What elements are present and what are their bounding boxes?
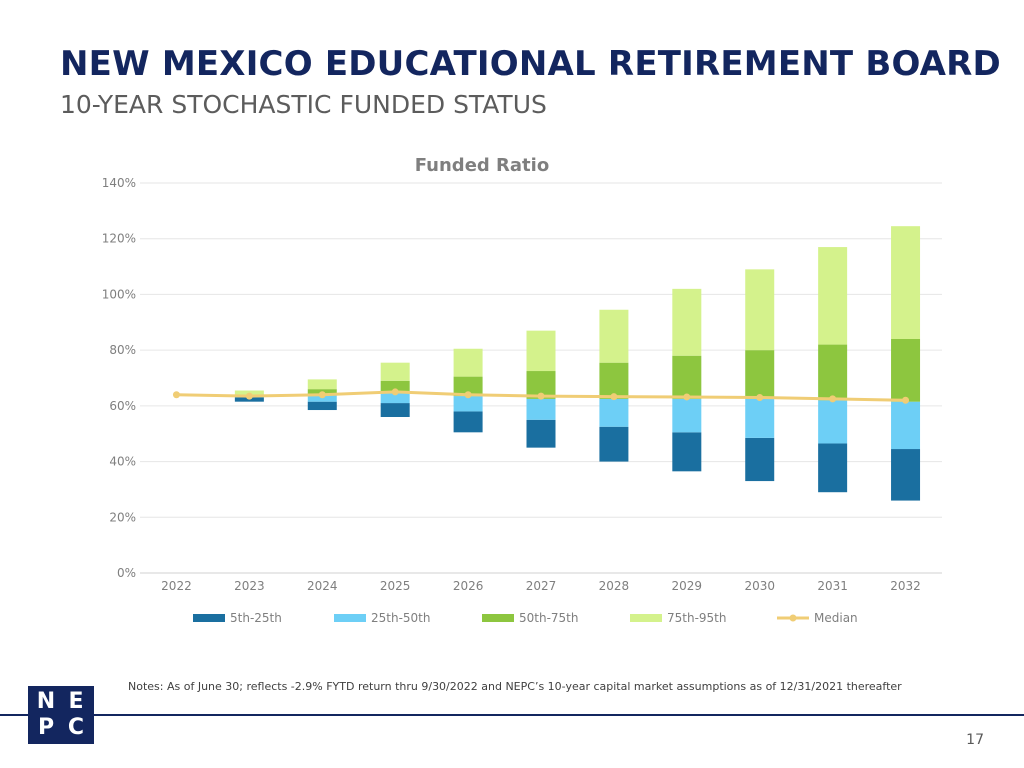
bar-segment (818, 400, 848, 444)
median-point (902, 396, 910, 404)
median-point (537, 392, 545, 400)
bar-segment (672, 355, 702, 399)
y-tick-label: 140% (102, 176, 136, 190)
bar-segment (599, 398, 629, 427)
bar-segment (818, 344, 848, 401)
bar-segment (599, 309, 629, 363)
bar-segment (672, 432, 702, 472)
bar-segment (745, 437, 775, 482)
bar-segment (745, 350, 775, 399)
bar-segment (526, 419, 556, 448)
bar-segment (453, 376, 483, 397)
y-tick-label: 120% (102, 232, 136, 246)
y-tick-label: 100% (102, 287, 136, 301)
median-point (756, 394, 764, 401)
y-tick-label: 20% (109, 510, 136, 524)
x-tick-label: 2028 (599, 579, 630, 593)
x-tick-label: 2030 (744, 579, 775, 593)
bar-segment (891, 339, 921, 402)
median-point (245, 392, 253, 400)
footnote: Notes: As of June 30; reflects -2.9% FYT… (128, 680, 902, 693)
bar-segment (891, 449, 921, 501)
legend-label: 75th-95th (667, 611, 727, 625)
bar-segment (818, 247, 848, 345)
bar-segment (745, 398, 775, 438)
footer-divider (0, 714, 1024, 716)
median-point (391, 388, 399, 396)
bar-segment (672, 288, 702, 356)
y-tick-label: 80% (109, 343, 136, 357)
x-tick-label: 2026 (453, 579, 484, 593)
logo-letter: P (37, 715, 55, 740)
bar-segment (453, 411, 483, 433)
bar-segment (526, 398, 556, 420)
legend-label: 25th-50th (371, 611, 431, 625)
bar-segment (380, 403, 410, 417)
logo-letter: E (68, 689, 84, 714)
median-point (610, 393, 618, 401)
logo-letter: C (67, 715, 85, 740)
legend-swatch (334, 614, 366, 622)
slide-title: NEW MEXICO EDUCATIONAL RETIREMENT BOARD (60, 44, 1001, 84)
legend-swatch (193, 614, 225, 622)
bar-segment (453, 396, 483, 412)
x-tick-label: 2029 (672, 579, 703, 593)
chart-title: Funded Ratio (415, 155, 549, 176)
legend-swatch (482, 614, 514, 622)
bar-segment (453, 348, 483, 377)
bar-segment (380, 380, 410, 394)
bar-segment (891, 226, 921, 339)
bar-segment (745, 269, 775, 351)
median-point (683, 393, 691, 401)
bar-segment (307, 401, 337, 411)
x-tick-label: 2031 (817, 579, 848, 593)
bar-segment (380, 393, 410, 404)
x-tick-label: 2024 (307, 579, 338, 593)
x-tick-label: 2025 (380, 579, 411, 593)
bar-segment (891, 401, 921, 450)
y-tick-label: 40% (109, 455, 136, 469)
bar-segment (380, 362, 410, 381)
x-tick-label: 2027 (526, 579, 557, 593)
slide-subtitle: 10-YEAR STOCHASTIC FUNDED STATUS (60, 90, 547, 119)
y-tick-label: 0% (117, 566, 136, 580)
bar-segment (599, 362, 629, 399)
legend-swatch (630, 614, 662, 622)
nepc-logo: N E P C (28, 686, 94, 744)
median-point (172, 391, 180, 399)
bar-segment (526, 330, 556, 372)
page-number: 17 (966, 732, 984, 748)
bar-segment (307, 379, 337, 390)
x-tick-label: 2022 (161, 579, 192, 593)
bar-segment (818, 443, 848, 493)
funded-ratio-chart: Funded Ratio 0%20%40%60%80%100%120%140% … (102, 155, 942, 625)
y-tick-label: 60% (109, 399, 136, 413)
legend-label: 50th-75th (519, 611, 579, 625)
median-point (829, 395, 837, 403)
logo-letter: N (36, 689, 56, 714)
median-point (318, 391, 326, 399)
median-point (464, 391, 472, 399)
bar-segment (599, 426, 629, 462)
legend-label: 5th-25th (230, 611, 282, 625)
legend-marker-median (789, 614, 797, 622)
bar-segment (672, 398, 702, 433)
legend-label: Median (814, 611, 858, 625)
x-tick-label: 2032 (890, 579, 921, 593)
x-tick-label: 2023 (234, 579, 265, 593)
